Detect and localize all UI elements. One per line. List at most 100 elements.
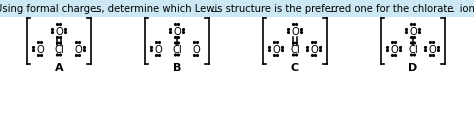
Circle shape xyxy=(174,55,176,56)
Text: O: O xyxy=(173,27,181,37)
Circle shape xyxy=(419,32,420,34)
Circle shape xyxy=(273,55,275,57)
Circle shape xyxy=(292,55,294,56)
Circle shape xyxy=(33,47,35,49)
Circle shape xyxy=(414,43,415,44)
Text: O: O xyxy=(74,45,82,54)
Text: O: O xyxy=(310,45,318,54)
Circle shape xyxy=(387,47,388,49)
Circle shape xyxy=(400,50,401,52)
Text: A: A xyxy=(55,62,64,72)
Text: Cl: Cl xyxy=(172,45,182,54)
Circle shape xyxy=(159,55,160,57)
Circle shape xyxy=(315,42,317,44)
Circle shape xyxy=(292,43,294,44)
Circle shape xyxy=(410,24,412,26)
Circle shape xyxy=(60,37,62,39)
Circle shape xyxy=(178,55,179,56)
Text: Cl: Cl xyxy=(54,45,64,54)
Circle shape xyxy=(394,42,396,44)
Circle shape xyxy=(41,55,42,57)
Circle shape xyxy=(282,47,283,49)
Circle shape xyxy=(170,29,172,31)
Circle shape xyxy=(429,42,431,44)
Circle shape xyxy=(315,55,317,57)
Circle shape xyxy=(182,32,184,34)
Circle shape xyxy=(52,32,54,34)
Text: B: B xyxy=(173,62,181,72)
Circle shape xyxy=(75,42,77,44)
Circle shape xyxy=(392,42,393,44)
Circle shape xyxy=(425,50,427,52)
Circle shape xyxy=(174,43,176,44)
Circle shape xyxy=(414,37,415,39)
Circle shape xyxy=(406,29,407,31)
Circle shape xyxy=(37,42,39,44)
Circle shape xyxy=(288,29,290,31)
Text: O: O xyxy=(192,45,200,54)
Circle shape xyxy=(41,42,42,44)
Text: Using formal charges, determine which Lewis structure is the preferred one for t: Using formal charges, determine which Le… xyxy=(0,4,474,14)
Text: −: − xyxy=(447,7,455,17)
Circle shape xyxy=(296,24,297,26)
Circle shape xyxy=(269,50,270,52)
Circle shape xyxy=(410,43,412,44)
Circle shape xyxy=(277,42,278,44)
Circle shape xyxy=(174,37,176,39)
Circle shape xyxy=(60,24,62,26)
Circle shape xyxy=(170,32,172,34)
Text: O: O xyxy=(154,45,162,54)
Text: O: O xyxy=(291,27,299,37)
Text: O: O xyxy=(409,27,417,37)
Circle shape xyxy=(269,47,270,49)
Circle shape xyxy=(155,55,157,57)
Circle shape xyxy=(410,55,412,56)
Circle shape xyxy=(307,50,309,52)
Circle shape xyxy=(296,55,297,56)
Circle shape xyxy=(414,55,415,56)
Circle shape xyxy=(193,42,195,44)
Text: −: − xyxy=(93,7,101,17)
Circle shape xyxy=(151,50,153,52)
Text: O: O xyxy=(390,45,398,54)
Circle shape xyxy=(301,32,302,34)
Circle shape xyxy=(319,50,321,52)
Circle shape xyxy=(277,55,278,57)
Text: O: O xyxy=(55,27,63,37)
Circle shape xyxy=(52,29,54,31)
Circle shape xyxy=(311,42,313,44)
Circle shape xyxy=(64,32,66,34)
Circle shape xyxy=(56,55,58,56)
Circle shape xyxy=(56,43,58,44)
Circle shape xyxy=(301,29,302,31)
Circle shape xyxy=(400,47,401,49)
Circle shape xyxy=(33,50,35,52)
Circle shape xyxy=(60,43,62,44)
Circle shape xyxy=(79,55,81,57)
Circle shape xyxy=(311,55,313,57)
Circle shape xyxy=(307,47,309,49)
Circle shape xyxy=(433,42,434,44)
Text: O: O xyxy=(36,45,44,54)
Circle shape xyxy=(438,47,439,49)
Circle shape xyxy=(178,37,179,39)
Circle shape xyxy=(197,42,199,44)
Circle shape xyxy=(419,29,420,31)
Circle shape xyxy=(182,29,184,31)
Circle shape xyxy=(406,32,407,34)
Text: −: − xyxy=(329,7,337,17)
Circle shape xyxy=(273,42,275,44)
Circle shape xyxy=(60,55,62,56)
Text: O: O xyxy=(272,45,280,54)
Circle shape xyxy=(83,50,85,52)
Circle shape xyxy=(296,43,297,44)
Circle shape xyxy=(79,42,81,44)
Circle shape xyxy=(282,50,283,52)
Circle shape xyxy=(387,50,388,52)
Circle shape xyxy=(75,55,77,57)
Circle shape xyxy=(83,47,85,49)
Circle shape xyxy=(433,55,434,57)
Circle shape xyxy=(151,47,153,49)
Text: C: C xyxy=(291,62,299,72)
Text: Cl: Cl xyxy=(408,45,418,54)
